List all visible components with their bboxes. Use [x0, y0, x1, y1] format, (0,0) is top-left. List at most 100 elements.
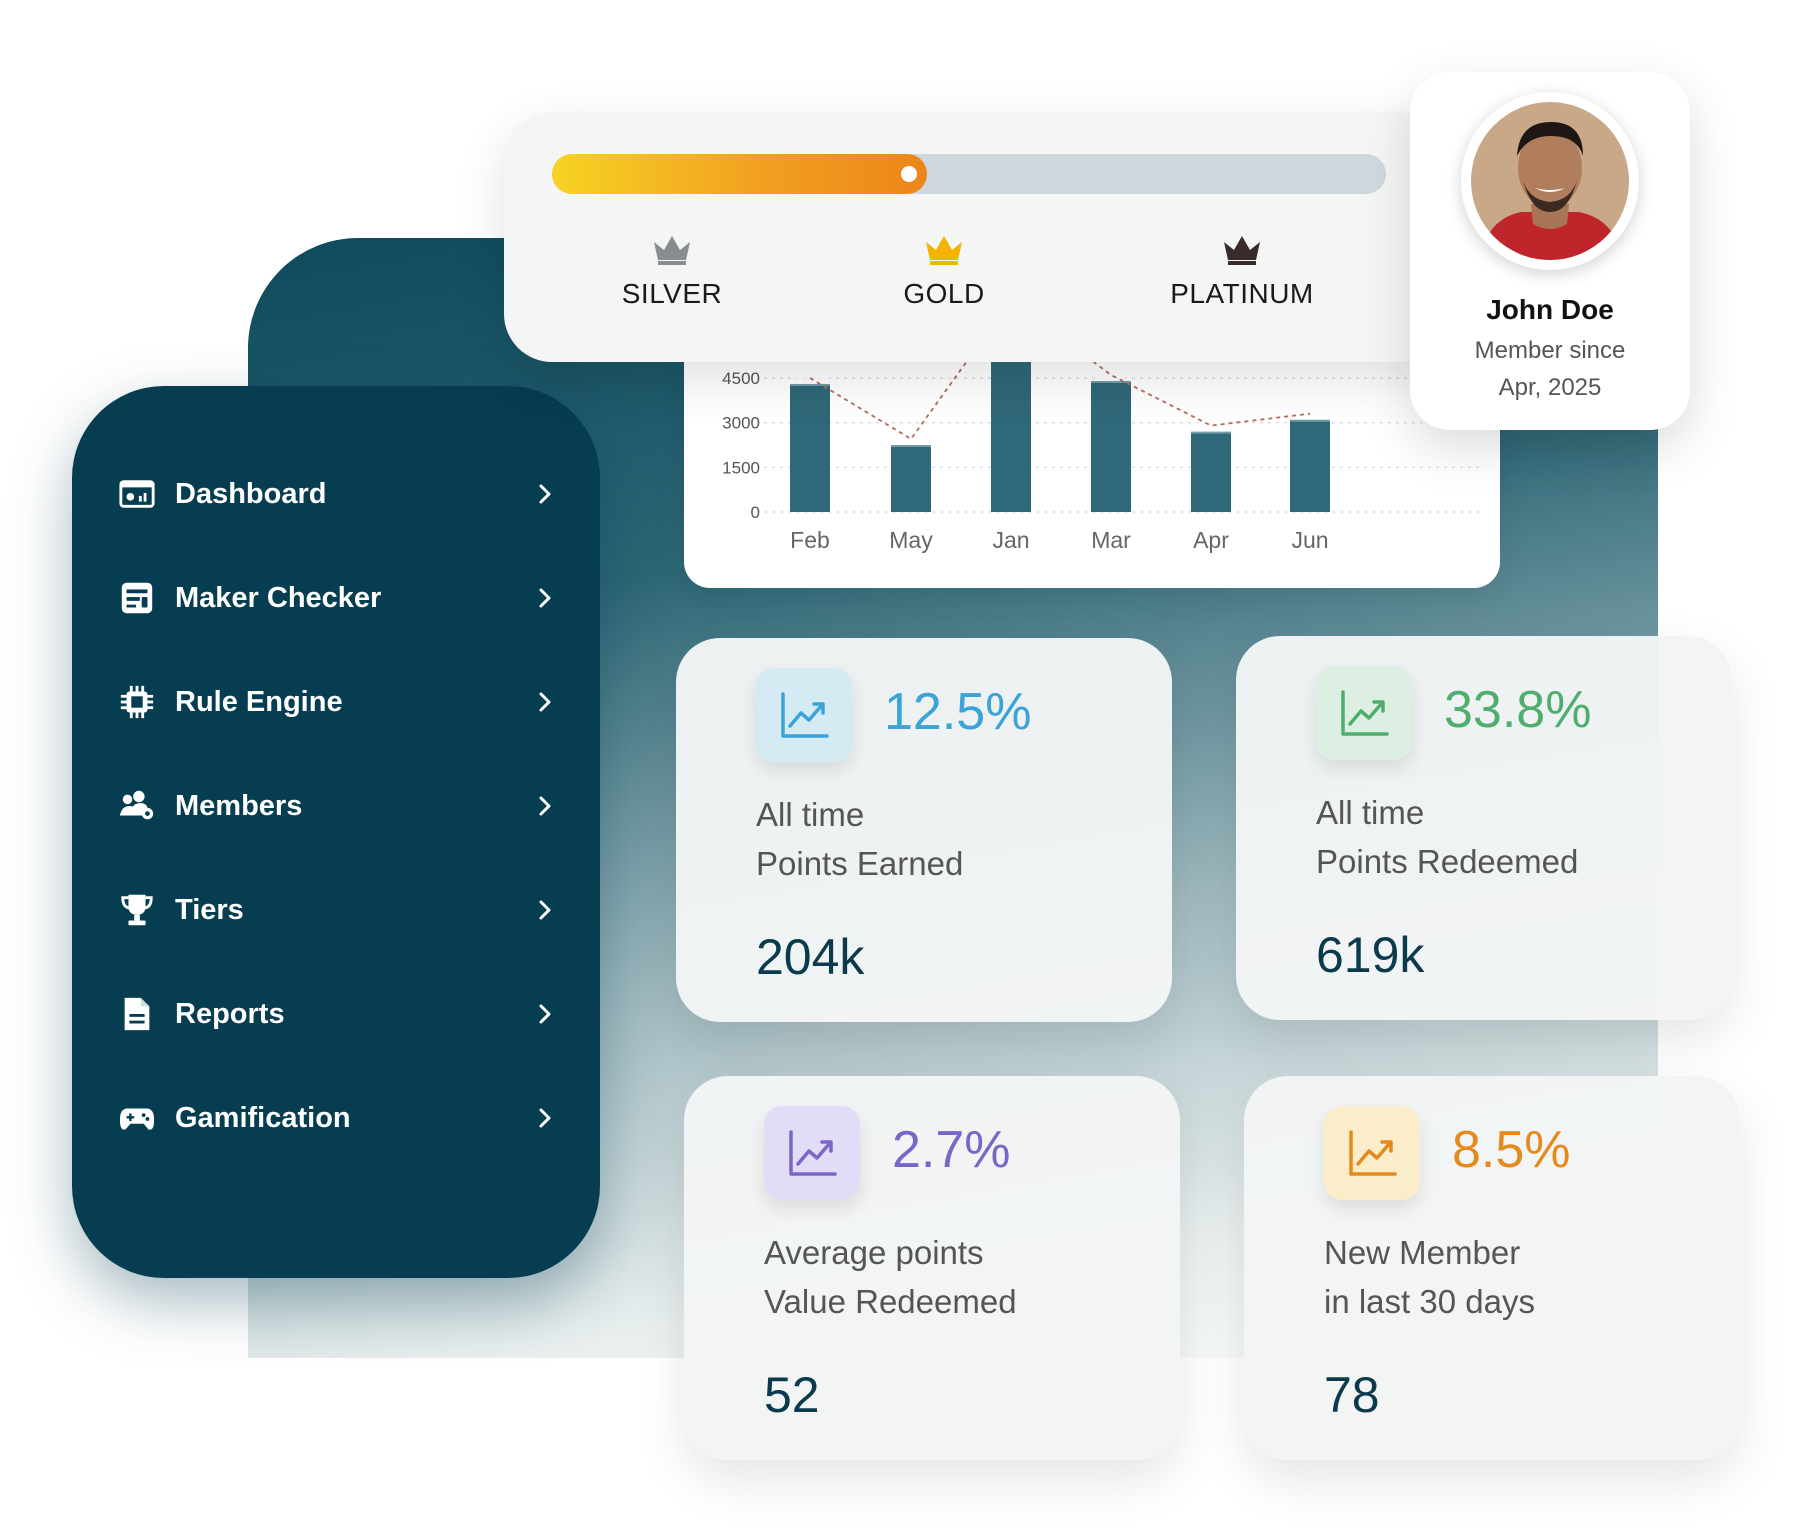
- tier-silver: SILVER: [572, 228, 772, 310]
- profile-name: John Doe: [1486, 294, 1614, 325]
- avatar-photo: [1471, 102, 1629, 260]
- member-since-label: Member since: [1474, 337, 1626, 364]
- tier-progress-card: SILVER GOLD PLATINUM: [504, 112, 1444, 362]
- chart-bar: [1290, 419, 1330, 512]
- tier-label: PLATINUM: [1170, 278, 1314, 309]
- chart-bar: [1191, 431, 1231, 512]
- crown-icon: [1224, 236, 1260, 265]
- stat-percentage: 33.8%: [1444, 681, 1592, 739]
- sidebar-item-label: Rule Engine: [175, 685, 343, 718]
- sidebar-item-label: Dashboard: [175, 477, 327, 510]
- trophy-icon: [117, 890, 157, 930]
- stat-label-line1: New Member: [1324, 1234, 1521, 1271]
- crown-icon: [654, 236, 690, 265]
- tier-progress-bar: [552, 154, 1386, 194]
- gamepad-icon: [117, 1098, 157, 1138]
- x-tick-label: Jun: [1291, 527, 1328, 553]
- stat-label: All time Points Redeemed: [1316, 788, 1578, 886]
- stat-label-line2: in last 30 days: [1324, 1283, 1535, 1320]
- stat-label: All time Points Earned: [756, 790, 963, 888]
- tier-platinum: PLATINUM: [1142, 228, 1342, 310]
- trend-up-icon: [1316, 666, 1412, 760]
- stat-label-line2: Value Redeemed: [764, 1283, 1017, 1320]
- sidebar-item-label: Reports: [175, 997, 285, 1030]
- dashboard-icon: [117, 474, 157, 514]
- stat-card-points-earned: 12.5% All time Points Earned 204k: [676, 638, 1172, 1022]
- profile-card: John Doe Member since Apr, 2025: [1410, 72, 1690, 430]
- data-label: 2250: [898, 433, 925, 447]
- chevron-right-icon: [533, 482, 557, 506]
- trend-up-icon: [756, 668, 852, 762]
- stat-value: 52: [764, 1367, 820, 1423]
- sidebar-item-gamification[interactable]: Gamification: [117, 1088, 557, 1148]
- stat-value: 619k: [1316, 927, 1425, 983]
- members-icon: [117, 786, 157, 826]
- data-label: 3100: [1297, 408, 1324, 422]
- x-tick-label: Jan: [992, 527, 1029, 553]
- stat-card-new-members: 8.5% New Member in last 30 days 78: [1244, 1076, 1740, 1460]
- data-label: 2700: [1198, 420, 1225, 434]
- stat-card-points-redeemed: 33.8% All time Points Redeemed 619k: [1236, 636, 1732, 1020]
- trend-line: [809, 300, 1311, 441]
- trend-up-icon: [1324, 1106, 1420, 1200]
- data-label-bg: [891, 431, 931, 447]
- data-label-bg: [1091, 366, 1131, 383]
- stat-percentage: 8.5%: [1452, 1121, 1571, 1179]
- sidebar-item-members[interactable]: Members: [117, 776, 557, 836]
- tier-label: GOLD: [903, 278, 985, 309]
- x-tick-label: May: [889, 527, 933, 553]
- stat-label-line2: Points Earned: [756, 845, 964, 882]
- maker-checker-icon: [117, 578, 157, 618]
- stat-card-average-points: 2.7% Average points Value Redeemed 52: [684, 1076, 1180, 1460]
- y-tick-label: 0: [751, 503, 760, 522]
- tier-gold: GOLD: [844, 228, 1044, 310]
- x-tick-label: Apr: [1193, 527, 1229, 553]
- stat-label-line1: All time: [756, 796, 865, 833]
- stat-label-line2: Points Redeemed: [1316, 843, 1579, 880]
- sidebar-item-label: Gamification: [175, 1101, 351, 1134]
- sidebar: Dashboard Maker Checker Rule Engine Memb…: [72, 386, 600, 1278]
- crown-icon: [926, 236, 962, 265]
- chevron-right-icon: [533, 586, 557, 610]
- chart-bar: [891, 445, 931, 512]
- stat-label: New Member in last 30 days: [1324, 1228, 1535, 1326]
- progress-knob[interactable]: [901, 166, 917, 182]
- sidebar-item-dashboard[interactable]: Dashboard: [117, 464, 557, 524]
- avatar[interactable]: [1461, 92, 1639, 270]
- y-tick-label: 4500: [722, 369, 760, 388]
- chevron-right-icon: [533, 690, 557, 714]
- chevron-right-icon: [533, 1002, 557, 1026]
- tier-label: SILVER: [621, 278, 723, 309]
- y-tick-label: 3000: [722, 414, 760, 433]
- x-tick-label: Mar: [1091, 527, 1131, 553]
- sidebar-item-label: Members: [175, 789, 303, 822]
- sidebar-item-reports[interactable]: Reports: [117, 984, 557, 1044]
- chart-bar: [790, 383, 830, 512]
- member-since-date: Apr, 2025: [1498, 374, 1602, 401]
- chart-bar: [1091, 380, 1131, 512]
- stat-percentage: 2.7%: [892, 1121, 1011, 1179]
- chevron-right-icon: [533, 898, 557, 922]
- stat-label: Average points Value Redeemed: [764, 1228, 1017, 1326]
- sidebar-item-label: Tiers: [175, 893, 244, 926]
- chip-icon: [117, 682, 157, 722]
- x-tick-label: Feb: [790, 527, 830, 553]
- sidebar-item-label: Maker Checker: [175, 581, 382, 614]
- chevron-right-icon: [533, 794, 557, 818]
- trend-up-icon: [764, 1106, 860, 1200]
- member-since: Member since Apr, 2025: [1410, 332, 1690, 406]
- stat-value: 204k: [756, 929, 865, 985]
- chevron-right-icon: [533, 1106, 557, 1130]
- sidebar-item-maker-checker[interactable]: Maker Checker: [117, 568, 557, 628]
- report-icon: [117, 994, 157, 1034]
- stat-label-line1: Average points: [764, 1234, 984, 1271]
- tier-progress-fill: [552, 154, 927, 194]
- y-tick-label: 1500: [722, 458, 760, 477]
- data-label-bg: [1191, 417, 1231, 434]
- stat-value: 78: [1324, 1367, 1380, 1423]
- stat-percentage: 12.5%: [884, 683, 1032, 741]
- sidebar-item-tiers[interactable]: Tiers: [117, 880, 557, 940]
- stat-label-line1: All time: [1316, 794, 1425, 831]
- sidebar-item-rule-engine[interactable]: Rule Engine: [117, 672, 557, 732]
